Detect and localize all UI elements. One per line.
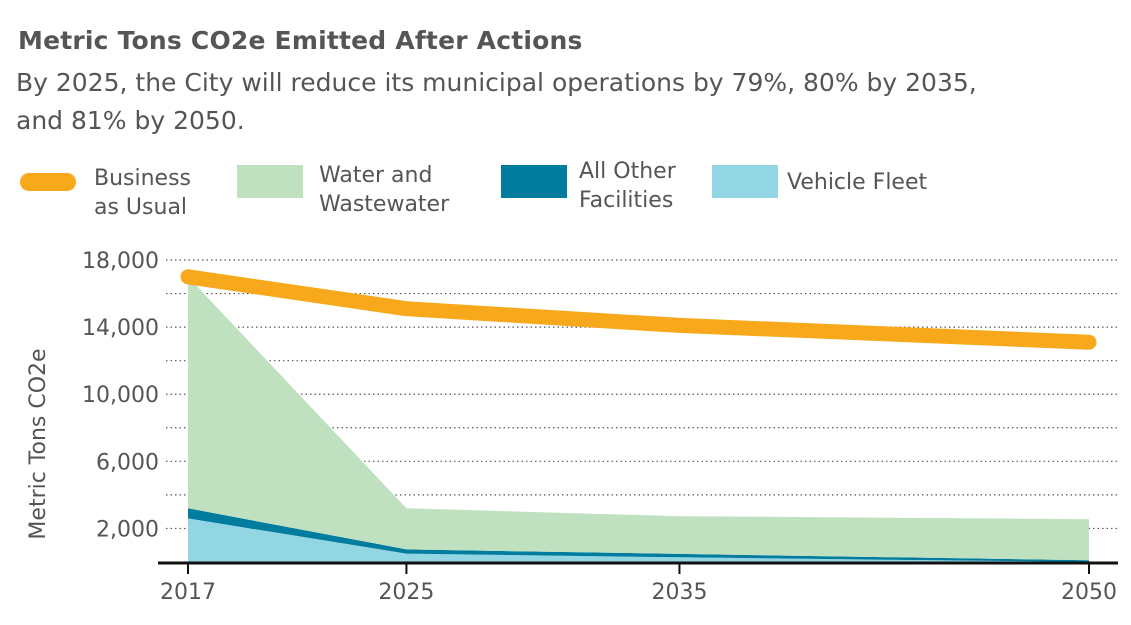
area-vehicle-fleet [188, 518, 1089, 562]
y-tick-label: 2,000 [96, 517, 159, 542]
legend-label-water-wastewater: Water and Wastewater [319, 163, 450, 217]
legend-swatch-all-other-facilities [501, 165, 567, 198]
line-business-as-usual [180, 269, 1097, 350]
label-layer: 2017 2025 2035 2050 2,000 6,000 10,000 14,000 18… [26, 249, 1117, 605]
y-tick-label: 6,000 [96, 450, 159, 475]
axis-layer [158, 561, 1118, 574]
chart-title: Metric Tons CO2e Emitted After Actions [18, 26, 583, 55]
legend-label-vehicle-fleet: Vehicle Fleet [787, 170, 928, 195]
legend-swatch-vehicle-fleet [712, 165, 778, 198]
x-tick-label: 2025 [378, 580, 434, 605]
y-tick-label: 18,000 [82, 249, 159, 274]
line-layer [180, 269, 1097, 350]
x-tick-label: 2017 [160, 580, 216, 605]
y-tick-label: 14,000 [82, 316, 159, 341]
x-tick-label: 2050 [1061, 580, 1117, 605]
chart-subtitle: By 2025, the City will reduce its munici… [16, 68, 977, 135]
legend-swatch-water-wastewater [237, 165, 303, 198]
x-tick-label: 2035 [651, 580, 707, 605]
legend-label-business-as-usual: Business as Usual [94, 166, 192, 220]
area-layer [188, 276, 1089, 562]
y-tick-label: 10,000 [82, 383, 159, 408]
area-water-and-wastewater [188, 276, 1089, 561]
legend-swatch-business-as-usual [20, 173, 76, 191]
legend-label-all-other-facilities: All Other Facilities [579, 159, 676, 213]
y-axis-label: Metric Tons CO2e [26, 348, 51, 539]
